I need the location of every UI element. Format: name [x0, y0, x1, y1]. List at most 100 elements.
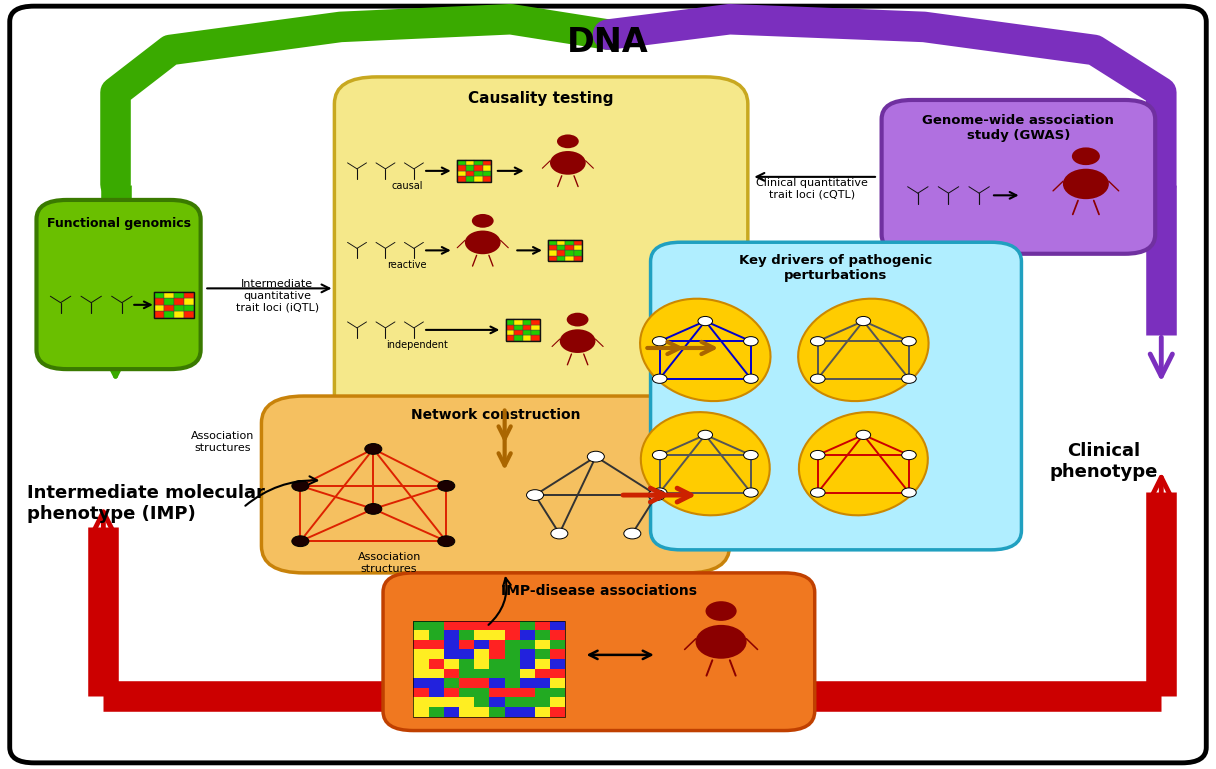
Bar: [505, 631, 520, 640]
Bar: [444, 621, 460, 631]
Bar: [474, 687, 489, 697]
Bar: [413, 659, 429, 668]
Bar: [535, 631, 551, 640]
Bar: [457, 165, 466, 171]
Ellipse shape: [1063, 168, 1109, 199]
Text: reactive: reactive: [388, 260, 427, 270]
Bar: [557, 240, 565, 245]
Bar: [574, 256, 582, 261]
Bar: [565, 256, 574, 261]
Bar: [550, 659, 565, 668]
Ellipse shape: [799, 412, 928, 515]
Bar: [535, 621, 551, 631]
Circle shape: [551, 528, 568, 539]
Circle shape: [587, 451, 604, 462]
Bar: [550, 707, 565, 717]
Bar: [413, 678, 429, 687]
Bar: [153, 292, 164, 298]
Circle shape: [744, 451, 759, 460]
Bar: [429, 621, 444, 631]
Circle shape: [901, 451, 917, 460]
Circle shape: [365, 504, 382, 514]
Bar: [474, 649, 489, 659]
Bar: [153, 311, 164, 318]
Bar: [413, 668, 429, 678]
Bar: [506, 319, 540, 341]
Bar: [174, 298, 184, 305]
Bar: [460, 687, 474, 697]
Bar: [565, 240, 574, 245]
Bar: [505, 697, 520, 707]
Bar: [483, 160, 491, 165]
Bar: [429, 659, 444, 668]
Ellipse shape: [559, 329, 596, 353]
Circle shape: [648, 490, 665, 501]
Bar: [523, 330, 531, 335]
Circle shape: [856, 431, 871, 440]
Text: IMP-disease associations: IMP-disease associations: [501, 584, 697, 598]
Bar: [174, 311, 184, 318]
Bar: [184, 292, 195, 298]
Circle shape: [438, 536, 455, 547]
Bar: [413, 631, 429, 640]
Bar: [548, 240, 557, 245]
Bar: [535, 649, 551, 659]
Bar: [460, 668, 474, 678]
Bar: [523, 325, 531, 330]
Bar: [514, 335, 523, 341]
Bar: [505, 640, 520, 649]
Bar: [506, 319, 514, 325]
Bar: [460, 649, 474, 659]
Bar: [460, 707, 474, 717]
Bar: [164, 305, 174, 311]
Bar: [565, 245, 574, 251]
Ellipse shape: [550, 151, 586, 175]
Bar: [505, 707, 520, 717]
Text: Clinical quantitative
trait loci (cQTL): Clinical quantitative trait loci (cQTL): [756, 178, 868, 199]
Bar: [520, 659, 535, 668]
Bar: [153, 298, 164, 305]
Bar: [489, 668, 505, 678]
Text: Clinical
phenotype: Clinical phenotype: [1049, 442, 1159, 481]
Bar: [535, 640, 551, 649]
Bar: [523, 319, 531, 325]
Bar: [444, 707, 460, 717]
Bar: [557, 251, 565, 256]
Bar: [474, 176, 483, 181]
Circle shape: [810, 337, 824, 346]
Circle shape: [901, 488, 917, 497]
Bar: [505, 659, 520, 668]
Bar: [548, 251, 557, 256]
Bar: [531, 319, 540, 325]
Bar: [413, 707, 429, 717]
Bar: [523, 335, 531, 341]
Bar: [184, 298, 195, 305]
Bar: [429, 649, 444, 659]
Circle shape: [624, 528, 641, 539]
Bar: [457, 160, 466, 165]
Bar: [520, 678, 535, 687]
Circle shape: [652, 451, 668, 460]
Bar: [444, 659, 460, 668]
Bar: [557, 256, 565, 261]
Circle shape: [652, 375, 668, 383]
Bar: [474, 171, 483, 176]
FancyBboxPatch shape: [882, 100, 1155, 254]
Bar: [535, 659, 551, 668]
Bar: [153, 292, 195, 318]
Bar: [489, 631, 505, 640]
Circle shape: [472, 214, 494, 228]
Text: Association
structures: Association structures: [358, 552, 421, 574]
Bar: [460, 659, 474, 668]
Text: DNA: DNA: [567, 26, 649, 58]
Circle shape: [365, 444, 382, 454]
Bar: [444, 649, 460, 659]
Text: Causality testing: Causality testing: [468, 91, 614, 106]
Circle shape: [557, 135, 579, 148]
Bar: [535, 697, 551, 707]
Bar: [174, 292, 184, 298]
Text: Association
structures: Association structures: [191, 431, 254, 453]
Circle shape: [698, 317, 713, 326]
FancyBboxPatch shape: [36, 200, 201, 369]
Circle shape: [438, 481, 455, 491]
